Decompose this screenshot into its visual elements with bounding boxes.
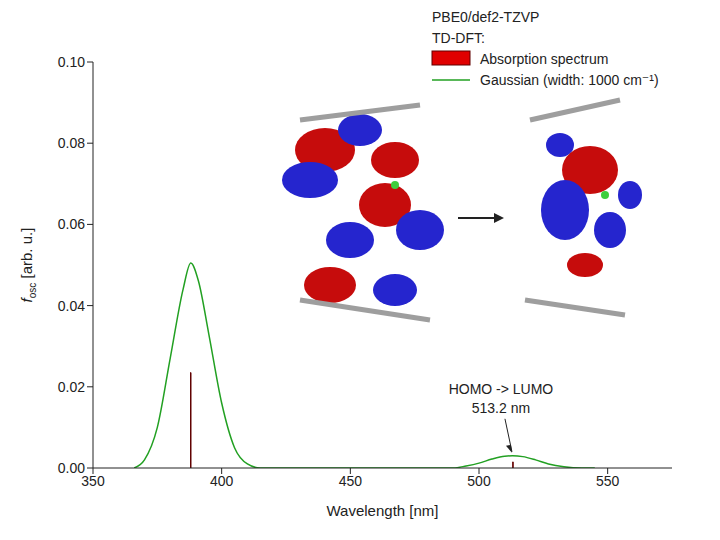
svg-text:350: 350 (81, 472, 105, 489)
svg-text:0.08: 0.08 (58, 135, 85, 151)
svg-text:PBE0/def2-TZVP: PBE0/def2-TZVP (432, 9, 539, 25)
svg-text:Wavelength [nm]: Wavelength [nm] (327, 502, 439, 519)
svg-text:400: 400 (210, 473, 234, 489)
svg-text:Absorption spectrum: Absorption spectrum (480, 51, 608, 67)
svg-text:fosc [arb. u.]: fosc [arb. u.] (18, 228, 38, 303)
svg-text:0.06: 0.06 (58, 216, 85, 232)
svg-text:0.04: 0.04 (58, 298, 85, 314)
svg-text:Gaussian (width: 1000 cm⁻¹): Gaussian (width: 1000 cm⁻¹) (480, 72, 659, 88)
svg-text:450: 450 (339, 473, 363, 489)
svg-text:500: 500 (467, 473, 491, 489)
svg-text:TD-DFT:: TD-DFT: (432, 30, 485, 46)
svg-text:0.10: 0.10 (58, 54, 85, 70)
svg-text:HOMO -> LUMO: HOMO -> LUMO (449, 381, 554, 397)
svg-text:550: 550 (596, 473, 620, 489)
svg-text:513.2 nm: 513.2 nm (472, 400, 530, 416)
svg-text:0.00: 0.00 (58, 460, 85, 476)
svg-text:0.02: 0.02 (58, 379, 85, 395)
